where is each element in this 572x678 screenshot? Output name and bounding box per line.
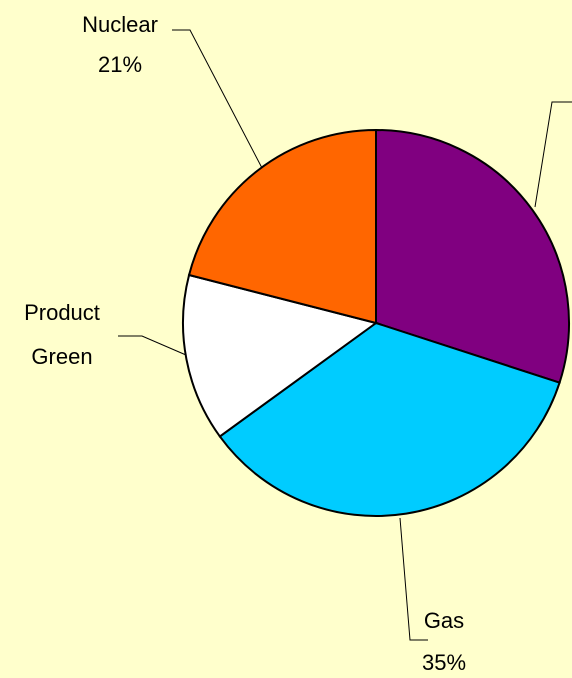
label-line: Green (31, 344, 92, 369)
slice-label: Nuclear (82, 12, 158, 37)
label-line: Product (24, 300, 100, 325)
value-label: 21% (98, 52, 142, 77)
slice-label: Gas (424, 608, 464, 633)
pie-slice (187, 128, 377, 325)
slice-label: Product Green (24, 300, 100, 369)
leader-line (172, 29, 263, 169)
leader-line (534, 101, 572, 208)
leader-line (399, 517, 428, 641)
value-label: 35% (422, 650, 466, 675)
pie-slice (375, 128, 570, 384)
pie-slice (182, 273, 379, 438)
leader-line (118, 335, 187, 356)
pie-slice (218, 321, 561, 517)
